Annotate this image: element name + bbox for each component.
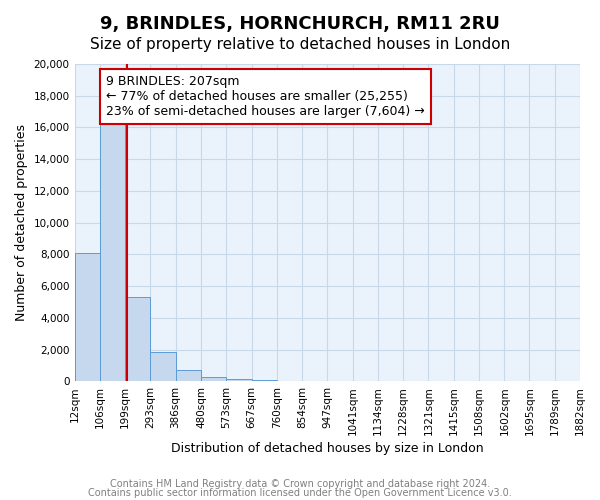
- Bar: [100, 120, 125, 382]
- Bar: [226, 378, 251, 382]
- Text: Size of property relative to detached houses in London: Size of property relative to detached ho…: [90, 38, 510, 52]
- Bar: [251, 380, 277, 382]
- Text: Contains public sector information licensed under the Open Government Licence v3: Contains public sector information licen…: [88, 488, 512, 498]
- Y-axis label: Number of detached properties: Number of detached properties: [15, 124, 28, 321]
- Bar: [201, 377, 226, 382]
- Text: 9, BRINDLES, HORNCHURCH, RM11 2RU: 9, BRINDLES, HORNCHURCH, RM11 2RU: [100, 15, 500, 33]
- Text: 9 BRINDLES: 207sqm
← 77% of detached houses are smaller (25,255)
23% of semi-det: 9 BRINDLES: 207sqm ← 77% of detached hou…: [106, 75, 425, 118]
- Bar: [151, 352, 176, 382]
- Text: Contains HM Land Registry data © Crown copyright and database right 2024.: Contains HM Land Registry data © Crown c…: [110, 479, 490, 489]
- Bar: [74, 253, 100, 382]
- Bar: [125, 298, 151, 382]
- Bar: [176, 370, 201, 382]
- X-axis label: Distribution of detached houses by size in London: Distribution of detached houses by size …: [171, 442, 484, 455]
